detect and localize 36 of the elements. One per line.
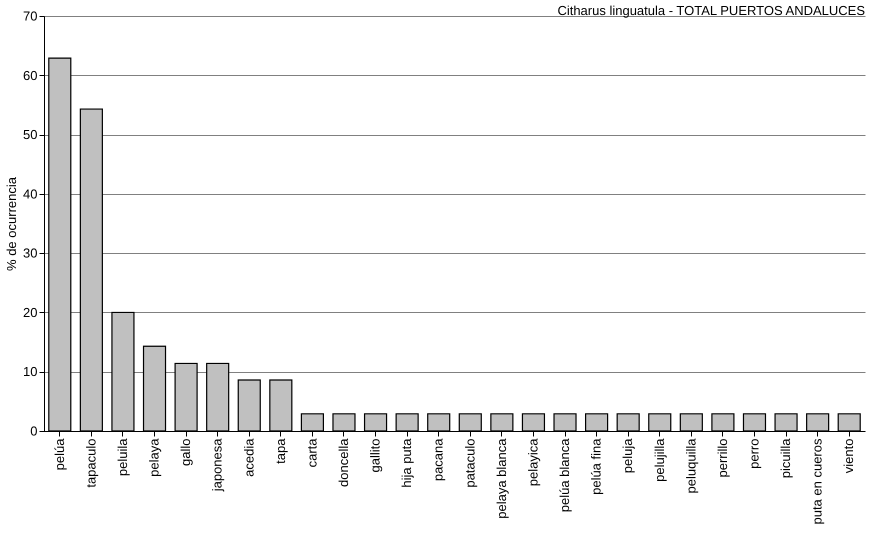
x-tick-label: carta [304,438,320,468]
x-tick-label: picuilla [778,438,794,478]
x-tick-label: pelaya [146,438,162,477]
y-tick-label: 10 [23,364,38,380]
y-tick-label: 70 [23,8,38,24]
y-tick-label: 0 [30,424,38,438]
x-tick-label: perrillo [714,438,730,478]
x-tick-label: puta en cueros [810,438,825,525]
x-tick-label: peluquilla [683,438,698,494]
y-tick-label: 50 [23,127,38,142]
x-tick-label: gallo [178,438,194,466]
y-tick-label: 30 [23,246,38,261]
chart-title: Citharus linguatula - TOTAL PUERTOS ANDALUCES [557,3,866,18]
x-tick-label: hija puta [399,438,414,488]
y-axis-title: % de ocurrencia [4,176,20,271]
x-tick-label: pelayica [525,438,540,486]
x-tick-label: gallito [368,438,383,472]
y-tick-label: 60 [23,68,38,83]
x-tick-label: pelúa fina [588,438,604,495]
x-tick-label: peluila [114,438,130,476]
x-tick-label: pataculo [462,438,478,488]
y-tick-label: 40 [23,186,38,202]
x-tick-label: pacana [430,438,446,482]
x-tick-label: tapaculo [83,438,98,488]
x-tick-label: viento [841,438,856,474]
x-tick-label: peluja [620,438,636,474]
x-tick-label: acedia [241,438,256,477]
x-tick-label: pelujilla [652,438,667,482]
x-tick-label: tapa [272,438,288,464]
x-tick-label: pelúa [52,438,67,470]
x-tick-label: perro [746,438,762,469]
x-tick-label: pelaya blanca [494,438,509,519]
y-tick-label: 20 [23,304,38,320]
x-tick-label: japonesa [210,438,225,492]
x-tick-label: pelúa blanca [557,438,572,512]
x-tick-label: doncella [336,438,351,487]
